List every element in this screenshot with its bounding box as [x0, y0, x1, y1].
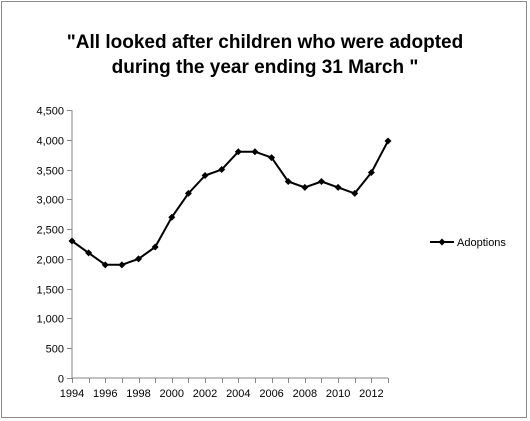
- chart-title: "All looked after children who were adop…: [0, 30, 530, 80]
- x-tick-label: 2006: [259, 388, 283, 400]
- series-line-adoptions: [71, 140, 389, 266]
- x-tick-label: 2002: [193, 388, 217, 400]
- legend-label: Adoptions: [457, 237, 506, 249]
- y-tick-label: 3,000: [36, 195, 64, 207]
- series-layer: [68, 137, 392, 269]
- chart-title-line-2: during the year ending 31 March ": [111, 57, 419, 78]
- y-tick-label: 2,500: [36, 225, 64, 237]
- data-point: [168, 213, 176, 221]
- axes: 0 500 1,000 1,500 2,000 2,500 3,000 3,500 4,000 4…: [36, 106, 389, 400]
- data-point: [184, 189, 192, 197]
- y-tick-label: 3,500: [36, 166, 64, 178]
- legend-marker-swatch: [438, 238, 446, 246]
- x-tick-label: 1996: [93, 388, 117, 400]
- y-tick-label: 4,000: [36, 136, 64, 148]
- y-tick-label: 0: [58, 374, 64, 386]
- y-tick-label: 1,000: [36, 314, 64, 326]
- data-point: [367, 169, 375, 177]
- y-tick-label: 500: [46, 344, 64, 356]
- data-point: [68, 237, 76, 245]
- data-point: [384, 137, 392, 145]
- y-tick-label: 4,500: [36, 106, 64, 118]
- data-point: [101, 261, 109, 269]
- data-point: [234, 148, 242, 156]
- data-point: [218, 166, 226, 174]
- y-tick-label: 1,500: [36, 285, 64, 297]
- x-tick-label: 1994: [60, 388, 84, 400]
- x-tick-label: 2000: [160, 388, 184, 400]
- x-tick-label: 2012: [359, 388, 383, 400]
- data-point: [301, 183, 309, 191]
- data-point: [135, 255, 143, 263]
- data-point: [251, 148, 259, 156]
- data-point: [334, 183, 342, 191]
- data-point: [317, 177, 325, 185]
- data-point: [351, 189, 359, 197]
- x-tick-label: 1998: [126, 388, 150, 400]
- x-tick-label: 2010: [326, 388, 350, 400]
- data-point: [151, 243, 159, 251]
- data-point: [268, 154, 276, 162]
- data-point: [284, 177, 292, 185]
- data-point: [201, 172, 209, 180]
- x-tick-label: 2004: [226, 388, 250, 400]
- legend: Adoptions: [430, 237, 506, 249]
- data-point: [118, 261, 126, 269]
- data-point: [85, 249, 93, 257]
- y-tick-label: 2,000: [36, 255, 64, 267]
- x-tick-label: 2008: [293, 388, 317, 400]
- chart-title-line-1: "All looked after children who were adop…: [66, 32, 464, 53]
